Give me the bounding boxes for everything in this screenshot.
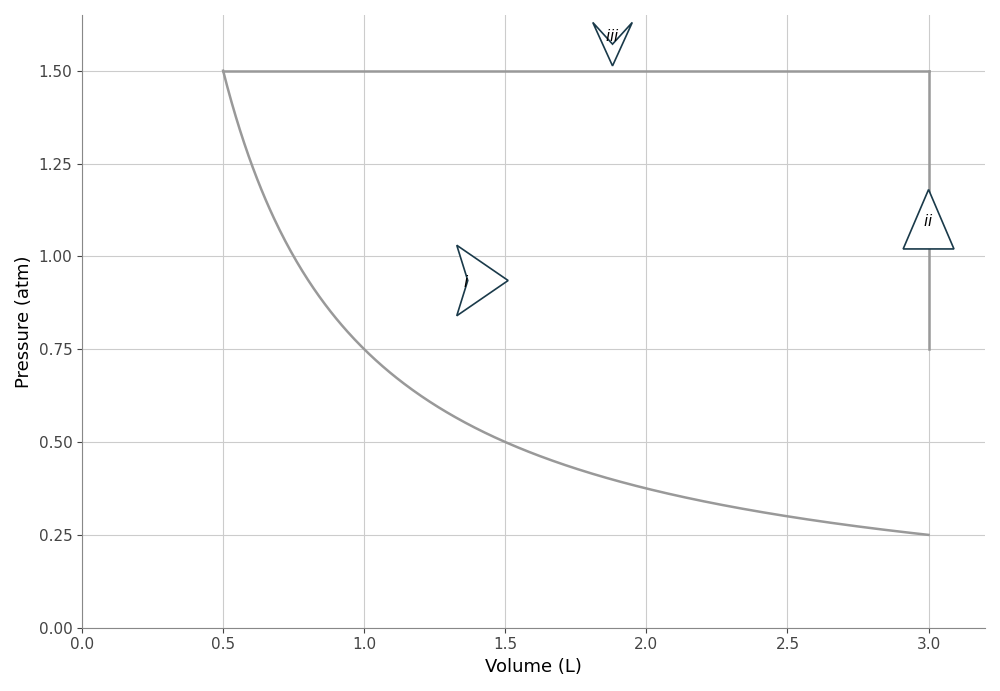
Text: $ii$: $ii$ <box>923 213 934 229</box>
Polygon shape <box>593 22 632 66</box>
Text: $i$: $i$ <box>463 274 469 290</box>
Polygon shape <box>903 189 954 249</box>
Y-axis label: Pressure (atm): Pressure (atm) <box>15 255 33 388</box>
Text: $iii$: $iii$ <box>605 28 620 44</box>
X-axis label: Volume (L): Volume (L) <box>485 658 582 676</box>
Polygon shape <box>457 245 508 316</box>
